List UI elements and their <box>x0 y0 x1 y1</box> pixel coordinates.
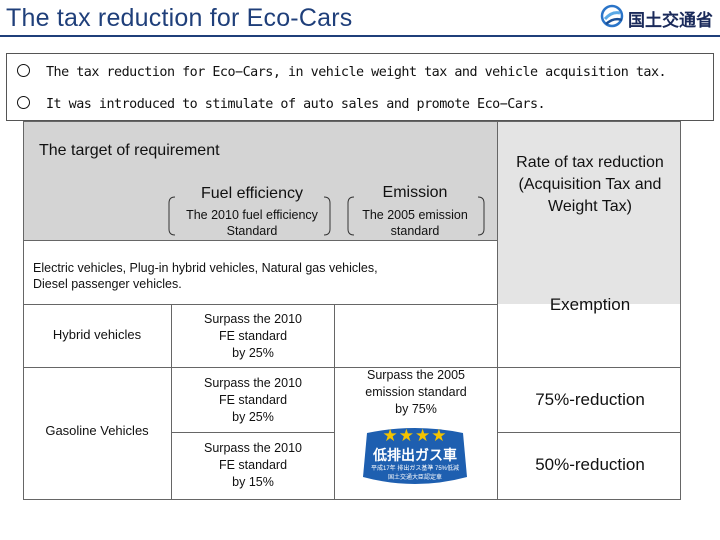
rate-header-line: Weight Tax) <box>548 198 632 215</box>
emission-requirement: Surpass the 2005 emission standard by 75… <box>336 367 496 418</box>
emission-req-line: by 75% <box>395 402 437 416</box>
badge-bottom-text: 国土交通大臣認定車 <box>387 475 442 481</box>
ministry-emblem-icon <box>600 4 624 28</box>
gasoline-fe-requirement-15: Surpass the 2010 FE standard by 15% <box>173 440 333 491</box>
summary-bullet: The tax reduction for Eco−Cars, in vehic… <box>17 64 667 80</box>
electric-row-line: Electric vehicles, Plug-in hybrid vehicl… <box>33 261 378 275</box>
emission-req-line: Surpass the 2005 <box>367 368 465 382</box>
fe-line: FE standard <box>218 458 288 472</box>
fe-line: Surpass the 2010 <box>204 376 302 390</box>
fuel-standard-line: The 2010 fuel efficiency <box>186 208 318 222</box>
tax-reduction-table: The target of requirement Fuel efficienc… <box>23 121 681 500</box>
badge-sub-text: 平成17年 排出ガス基準 75%低減 <box>370 466 460 472</box>
header-cell-rate <box>497 121 681 304</box>
badge-main-text: 低排出ガス車 <box>373 447 457 463</box>
fe-line: by 25% <box>232 346 274 360</box>
low-emission-badge: ★★★★ 低排出ガス車 平成17年 排出ガス基準 75%低減 国土交通大臣認定車 <box>359 425 471 488</box>
reduction-75-value: 75%-reduction <box>535 390 645 409</box>
circle-bullet-icon <box>17 64 30 77</box>
emission-header: Emission <box>382 184 448 201</box>
badge-shape-icon <box>363 428 467 484</box>
summary-box: The tax reduction for Eco−Cars, in vehic… <box>6 53 714 121</box>
target-header: The target of requirement <box>39 142 220 159</box>
circle-bullet-icon <box>17 96 30 109</box>
header-cell-target <box>23 121 497 240</box>
hybrid-fe-requirement: Surpass the 2010 FE standard by 25% <box>173 311 333 362</box>
fuel-efficiency-header: Fuel efficiency <box>201 185 303 202</box>
fe-line: Surpass the 2010 <box>204 441 302 455</box>
summary-bullet: It was introduced to stimulate of auto s… <box>17 96 546 112</box>
emission-standard-label: The 2005 emission standard <box>345 207 485 239</box>
ministry-logo-text: 国土交通省 <box>628 11 713 30</box>
rate-header-line: (Acquisition Tax and <box>518 176 662 193</box>
emission-standard-line: standard <box>390 224 440 238</box>
rate-header-line: Rate of tax reduction <box>516 154 664 171</box>
fe-line: by 25% <box>232 410 274 424</box>
exemption-value: Exemption <box>549 295 631 314</box>
emission-req-line: emission standard <box>365 385 467 399</box>
gasoline-vehicles-label: Gasoline Vehicles <box>45 423 149 438</box>
hybrid-vehicles-label: Hybrid vehicles <box>52 327 142 342</box>
badge-stars: ★★★★ <box>382 426 448 445</box>
fe-line: FE standard <box>218 329 288 343</box>
fuel-standard-line: Standard <box>226 224 278 238</box>
fe-line: Surpass the 2010 <box>204 312 302 326</box>
rate-header: Rate of tax reduction (Acquisition Tax a… <box>499 152 681 218</box>
ministry-logo: 国土交通省 <box>600 3 716 31</box>
fe-line: by 15% <box>232 475 274 489</box>
emission-standard-line: The 2005 emission <box>362 208 468 222</box>
electric-vehicles-row: Electric vehicles, Plug-in hybrid vehicl… <box>33 260 493 292</box>
slide-title: The tax reduction for Eco-Cars <box>6 4 353 32</box>
reduction-50-value: 50%-reduction <box>535 455 645 474</box>
title-divider <box>0 35 720 37</box>
summary-text: The tax reduction for Eco−Cars, in vehic… <box>46 65 667 80</box>
table-grid <box>23 121 681 500</box>
gasoline-fe-requirement-25: Surpass the 2010 FE standard by 25% <box>173 375 333 426</box>
fe-line: FE standard <box>218 393 288 407</box>
fuel-standard-label: The 2010 fuel efficiency Standard <box>173 207 331 239</box>
electric-row-line: Diesel passenger vehicles. <box>33 277 182 291</box>
summary-text: It was introduced to stimulate of auto s… <box>46 97 546 112</box>
